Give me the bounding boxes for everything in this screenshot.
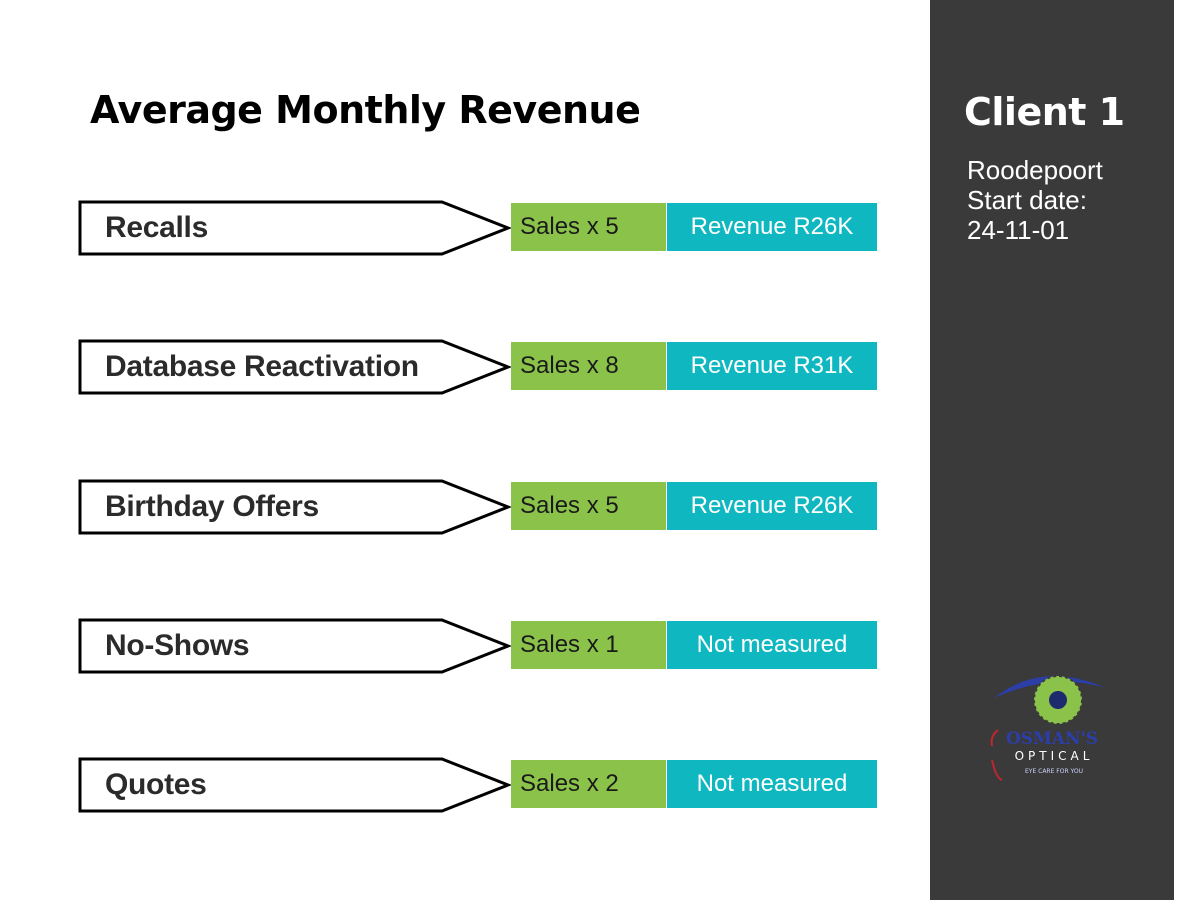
- logo-subname: OPTICAL: [1015, 749, 1094, 763]
- metric-row: Recalls Sales x 5 Revenue R26K: [0, 200, 930, 260]
- arrow-label-shape: [78, 200, 512, 260]
- arrow-label-shape: [78, 339, 512, 399]
- revenue-badge: Revenue R26K: [667, 482, 877, 530]
- logo-name: OSMAN'S: [1006, 729, 1098, 749]
- logo-tagline: EYE CARE FOR YOU: [1025, 768, 1083, 775]
- arrow-label-shape: [78, 757, 512, 817]
- arrow-label-shape: [78, 479, 512, 539]
- sales-badge: Sales x 5: [511, 203, 666, 251]
- metric-row: Database Reactivation Sales x 8 Revenue …: [0, 339, 930, 399]
- sales-badge: Sales x 5: [511, 482, 666, 530]
- company-logo: OSMAN'S OPTICAL EYE CARE FOR YOU: [982, 660, 1122, 790]
- client-sidebar: Client 1 Roodepoort Start date: 24-11-01…: [930, 0, 1174, 900]
- metric-label: Quotes: [105, 768, 207, 801]
- metric-label: No-Shows: [105, 629, 250, 662]
- metric-row: No-Shows Sales x 1 Not measured: [0, 618, 930, 678]
- metric-label: Birthday Offers: [105, 490, 319, 523]
- sales-badge: Sales x 1: [511, 621, 666, 669]
- start-date-value: 24-11-01: [967, 215, 1070, 245]
- metric-row: Quotes Sales x 2 Not measured: [0, 757, 930, 817]
- client-info: Roodepoort Start date: 24-11-01: [967, 155, 1103, 245]
- page-title: Average Monthly Revenue: [90, 88, 641, 132]
- client-title: Client 1: [964, 90, 1125, 134]
- metric-row: Birthday Offers Sales x 5 Revenue R26K: [0, 479, 930, 539]
- metric-label: Recalls: [105, 211, 208, 244]
- arrow-label-shape: [78, 618, 512, 678]
- start-date-label: Start date:: [967, 185, 1087, 215]
- revenue-badge: Revenue R26K: [667, 203, 877, 251]
- revenue-badge: Not measured: [667, 621, 877, 669]
- sales-badge: Sales x 8: [511, 342, 666, 390]
- revenue-badge: Not measured: [667, 760, 877, 808]
- metric-label: Database Reactivation: [105, 350, 419, 383]
- client-location: Roodepoort: [967, 155, 1103, 185]
- sales-badge: Sales x 2: [511, 760, 666, 808]
- revenue-badge: Revenue R31K: [667, 342, 877, 390]
